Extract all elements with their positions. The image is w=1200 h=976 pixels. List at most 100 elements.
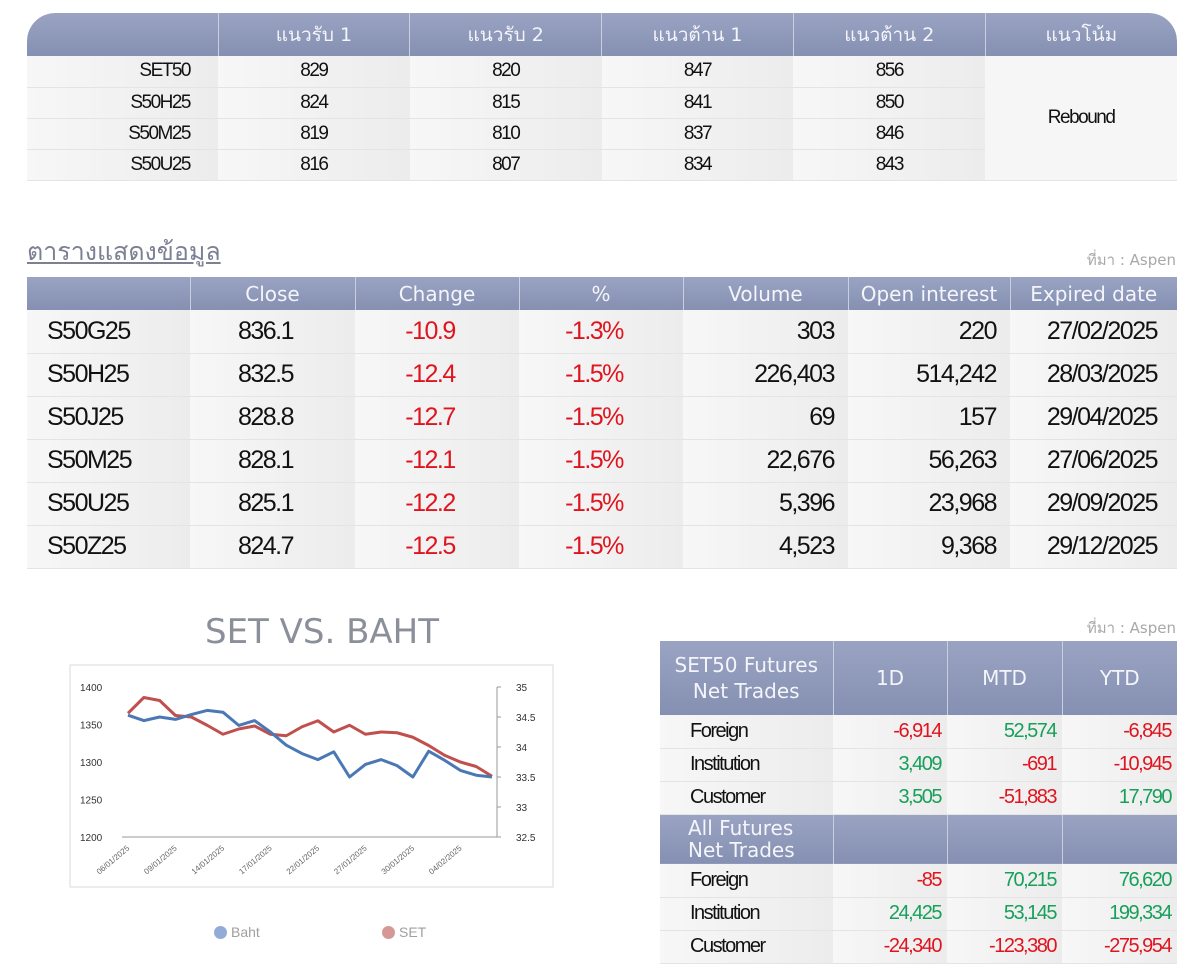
legend-label: Baht: [231, 924, 260, 940]
header-cell: SET50 Futures Net Trades: [660, 641, 834, 715]
header-cell: YTD: [1062, 641, 1177, 715]
table-cell: -10.9: [355, 310, 519, 354]
table-cell: 56,263: [848, 439, 1010, 483]
table-cell: 824.7: [190, 525, 355, 569]
table-row: S50M25 828.1 -12.1 -1.5% 22,676 56,263 27/06/2…: [27, 439, 1177, 483]
legend-item-baht: Baht: [214, 924, 260, 940]
header-cell: Change: [355, 277, 520, 310]
table-cell: Foreign: [660, 864, 833, 898]
table-cell: -1.5%: [519, 396, 683, 440]
legend-item-set: SET: [382, 924, 426, 940]
header-cell: [27, 277, 191, 310]
table-cell: 819: [218, 118, 410, 150]
table-cell: 69: [683, 396, 848, 440]
right-tick-label: 33.5: [516, 773, 536, 784]
header-cell: All Futures Net Trades: [660, 814, 834, 864]
table-cell: 847: [601, 56, 794, 88]
support-resistance-table: แนวรับ 1 แนวรับ 2 แนวต้าน 1 แนวต้าน 2 แน…: [27, 13, 1177, 181]
table-row: Foreign -6,914 52,574 -6,845: [660, 715, 1177, 749]
header-cell: [27, 13, 219, 56]
table-cell: 9,368: [848, 525, 1010, 569]
futures-data-table: Close Change % Volume Open interest Expi…: [27, 277, 1177, 569]
table-cell: 815: [409, 87, 602, 119]
table-row: S50H25 824 815 841 850: [27, 87, 1177, 119]
table-row: Institution 3,409 -691 -10,945: [660, 748, 1177, 782]
table-cell: S50U25: [27, 482, 190, 526]
table-cell: -24,340: [833, 930, 947, 964]
table-cell: -12.7: [355, 396, 519, 440]
table-cell: 846: [793, 118, 986, 150]
table-row: Institution 24,425 53,145 199,334: [660, 897, 1177, 931]
table-cell: 825.1: [190, 482, 355, 526]
header-cell: MTD: [947, 641, 1063, 715]
table-cell: 837: [601, 118, 794, 150]
chart-frame: [69, 664, 554, 888]
header-cell: แนวรับ 2: [409, 13, 603, 56]
header-cell: 1D: [833, 641, 948, 715]
table-cell: -1.3%: [519, 310, 683, 354]
table-cell: 76,620: [1062, 864, 1177, 898]
table-cell: 17,790: [1062, 781, 1177, 815]
table-cell: 23,968: [848, 482, 1010, 526]
table-cell: 828.1: [190, 439, 355, 483]
table-cell: Customer: [660, 930, 833, 964]
table-cell: 810: [409, 118, 602, 150]
table-cell: 824: [218, 87, 410, 119]
table-cell: 220: [848, 310, 1010, 354]
table-cell: S50Z25: [27, 525, 190, 569]
left-tick-label: 1400: [80, 683, 103, 694]
table-cell: Foreign: [660, 715, 833, 749]
table-row: S50J25 828.8 -12.7 -1.5% 69 157 29/04/2025: [27, 396, 1177, 440]
left-tick-label: 1250: [80, 796, 103, 807]
table-row: S50G25 836.1 -10.9 -1.3% 303 220 27/02/2025: [27, 310, 1177, 354]
table-cell: -123,380: [947, 930, 1062, 964]
table-row: S50H25 832.5 -12.4 -1.5% 226,403 514,242 28/03…: [27, 353, 1177, 397]
table-cell: 226,403: [683, 353, 848, 397]
table-row: S50U25 816 807 834 843: [27, 149, 1177, 181]
table-cell: 3,409: [833, 748, 947, 782]
table-cell: 22,676: [683, 439, 848, 483]
header-cell: [833, 814, 948, 864]
table-cell: S50J25: [27, 396, 190, 440]
table-cell: 832.5: [190, 353, 355, 397]
table-cell: 807: [409, 149, 602, 181]
table-cell: 29/12/2025: [1010, 525, 1177, 569]
table-cell: 856: [793, 56, 986, 88]
right-tick-label: 34: [516, 743, 528, 754]
table-cell: 70,215: [947, 864, 1062, 898]
table-cell: -51,883: [947, 781, 1062, 815]
series-line-baht: [127, 708, 493, 779]
header-cell: Expired date: [1010, 277, 1177, 310]
source-label: ที่มา : Aspen: [1086, 619, 1176, 637]
net-trades-table: SET50 Futures Net Trades 1D MTD YTD Fore…: [660, 641, 1177, 964]
table-row: S50M25 819 810 837 846: [27, 118, 1177, 150]
table-row: Customer -24,340 -123,380 -275,954: [660, 930, 1177, 964]
table-subheader: All Futures Net Trades: [660, 814, 1177, 864]
table-cell: -1.5%: [519, 482, 683, 526]
table-cell: -12.2: [355, 482, 519, 526]
table-cell: 829: [218, 56, 410, 88]
table-cell: 303: [683, 310, 848, 354]
table-header: SET50 Futures Net Trades 1D MTD YTD: [660, 641, 1177, 715]
right-tick-label: 32.5: [516, 833, 536, 844]
table-row: Customer 3,505 -51,883 17,790: [660, 781, 1177, 815]
table-cell: 5,396: [683, 482, 848, 526]
header-cell: Close: [190, 277, 356, 310]
table-cell: 514,242: [848, 353, 1010, 397]
table-cell: 3,505: [833, 781, 947, 815]
table-cell: -12.5: [355, 525, 519, 569]
header-cell: แนวโน้ม: [985, 13, 1177, 56]
left-tick-label: 1200: [80, 833, 103, 844]
table-cell: SET50: [27, 56, 218, 88]
table-cell: 828.8: [190, 396, 355, 440]
table-cell: 24,425: [833, 897, 947, 931]
table-cell: 836.1: [190, 310, 355, 354]
table-cell: Institution: [660, 748, 833, 782]
set-legend-marker: [382, 925, 395, 939]
table-cell: S50M25: [27, 439, 190, 483]
table-cell: -10,945: [1062, 748, 1177, 782]
legend-label: SET: [399, 924, 427, 940]
header-cell: Open interest: [848, 277, 1011, 310]
header-cell: แนวต้าน 1: [601, 13, 794, 56]
trend-cell: Rebound: [985, 56, 1177, 181]
